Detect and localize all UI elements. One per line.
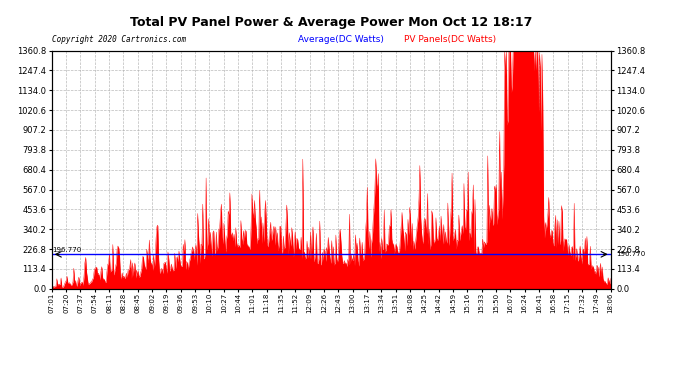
Text: 196.770: 196.770 xyxy=(52,247,82,253)
Text: PV Panels(DC Watts): PV Panels(DC Watts) xyxy=(404,35,496,44)
Text: Average(DC Watts): Average(DC Watts) xyxy=(297,35,384,44)
Text: 196.770: 196.770 xyxy=(616,251,645,257)
Title: Total PV Panel Power & Average Power Mon Oct 12 18:17: Total PV Panel Power & Average Power Mon… xyxy=(130,16,533,28)
Text: Copyright 2020 Cartronics.com: Copyright 2020 Cartronics.com xyxy=(52,35,186,44)
